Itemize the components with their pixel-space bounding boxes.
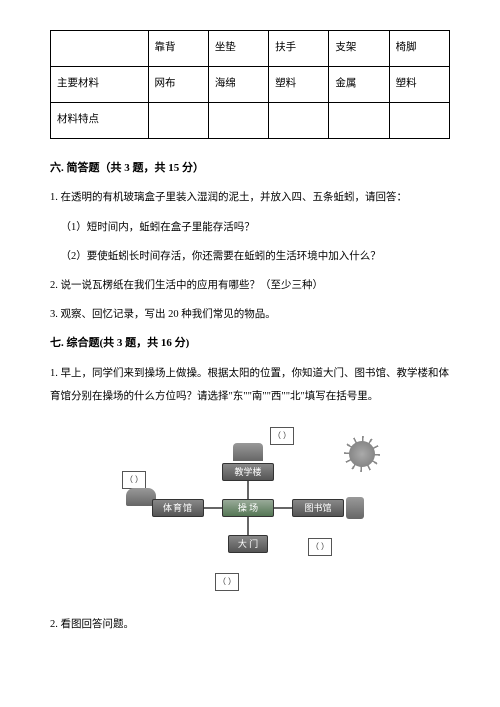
table-row: 材料特点 [51, 102, 450, 138]
table-row: 靠背 坐垫 扶手 支架 椅脚 [51, 31, 450, 67]
arrow-icon [247, 517, 249, 535]
data-cell: 金属 [329, 66, 389, 102]
data-cell [329, 102, 389, 138]
row-label: 主要材料 [51, 66, 149, 102]
question-6-1: 1. 在透明的有机玻璃盒子里装入湿润的泥土，并放入四、五条蚯蚓，请回答： [50, 186, 450, 209]
node-center: 操 场 [222, 499, 274, 517]
header-cell: 坐垫 [208, 31, 268, 67]
node-left: 体育馆 [152, 499, 204, 517]
direction-diagram: （ ） （ ） （ ） （ ） 教学楼 体育馆 操 场 图书馆 大 门 [120, 423, 380, 593]
table-row: 主要材料 网布 海绵 塑料 金属 塑料 [51, 66, 450, 102]
data-cell [148, 102, 208, 138]
question-7-2: 2. 看图回答问题。 [50, 613, 450, 636]
bracket-top: （ ） [270, 427, 294, 445]
header-cell: 椅脚 [389, 31, 449, 67]
arrow-icon [274, 507, 292, 509]
header-cell [51, 31, 149, 67]
sun-icon [349, 441, 375, 467]
data-cell: 网布 [148, 66, 208, 102]
materials-table: 靠背 坐垫 扶手 支架 椅脚 主要材料 网布 海绵 塑料 金属 塑料 材料特点 [50, 30, 450, 139]
question-6-1-1: （1）短时间内，蚯蚓在盒子里能存活吗？ [50, 216, 450, 239]
question-6-2: 2. 说一说瓦楞纸在我们生活中的应用有哪些？（至少三种） [50, 274, 450, 297]
question-6-1-2: （2）要使蚯蚓长时间存活，你还需要在蚯蚓的生活环境中加入什么？ [50, 245, 450, 268]
arrow-icon [247, 481, 249, 499]
section-7-title: 七. 综合题(共 3 题，共 16 分) [50, 334, 450, 354]
bracket-left: （ ） [122, 471, 146, 489]
data-cell: 塑料 [389, 66, 449, 102]
node-top: 教学楼 [222, 463, 274, 481]
row-label: 材料特点 [51, 102, 149, 138]
arrow-icon [204, 507, 222, 509]
data-cell [389, 102, 449, 138]
data-cell [269, 102, 329, 138]
header-cell: 扶手 [269, 31, 329, 67]
question-6-3: 3. 观察、回忆记录，写出 20 种我们常见的物品。 [50, 303, 450, 326]
question-7-1: 1. 早上，同学们来到操场上做操。根据太阳的位置，你知道大门、图书馆、教学楼和体… [50, 362, 450, 408]
data-cell [208, 102, 268, 138]
building-icon [233, 443, 263, 461]
header-cell: 支架 [329, 31, 389, 67]
data-cell: 海绵 [208, 66, 268, 102]
node-bottom: 大 门 [228, 535, 268, 553]
building-icon [346, 497, 364, 519]
section-6-title: 六. 简答题（共 3 题，共 15 分） [50, 159, 450, 179]
header-cell: 靠背 [148, 31, 208, 67]
node-right: 图书馆 [292, 499, 344, 517]
bracket-bottom: （ ） [215, 573, 239, 591]
data-cell: 塑料 [269, 66, 329, 102]
bracket-right: （ ） [308, 538, 332, 556]
